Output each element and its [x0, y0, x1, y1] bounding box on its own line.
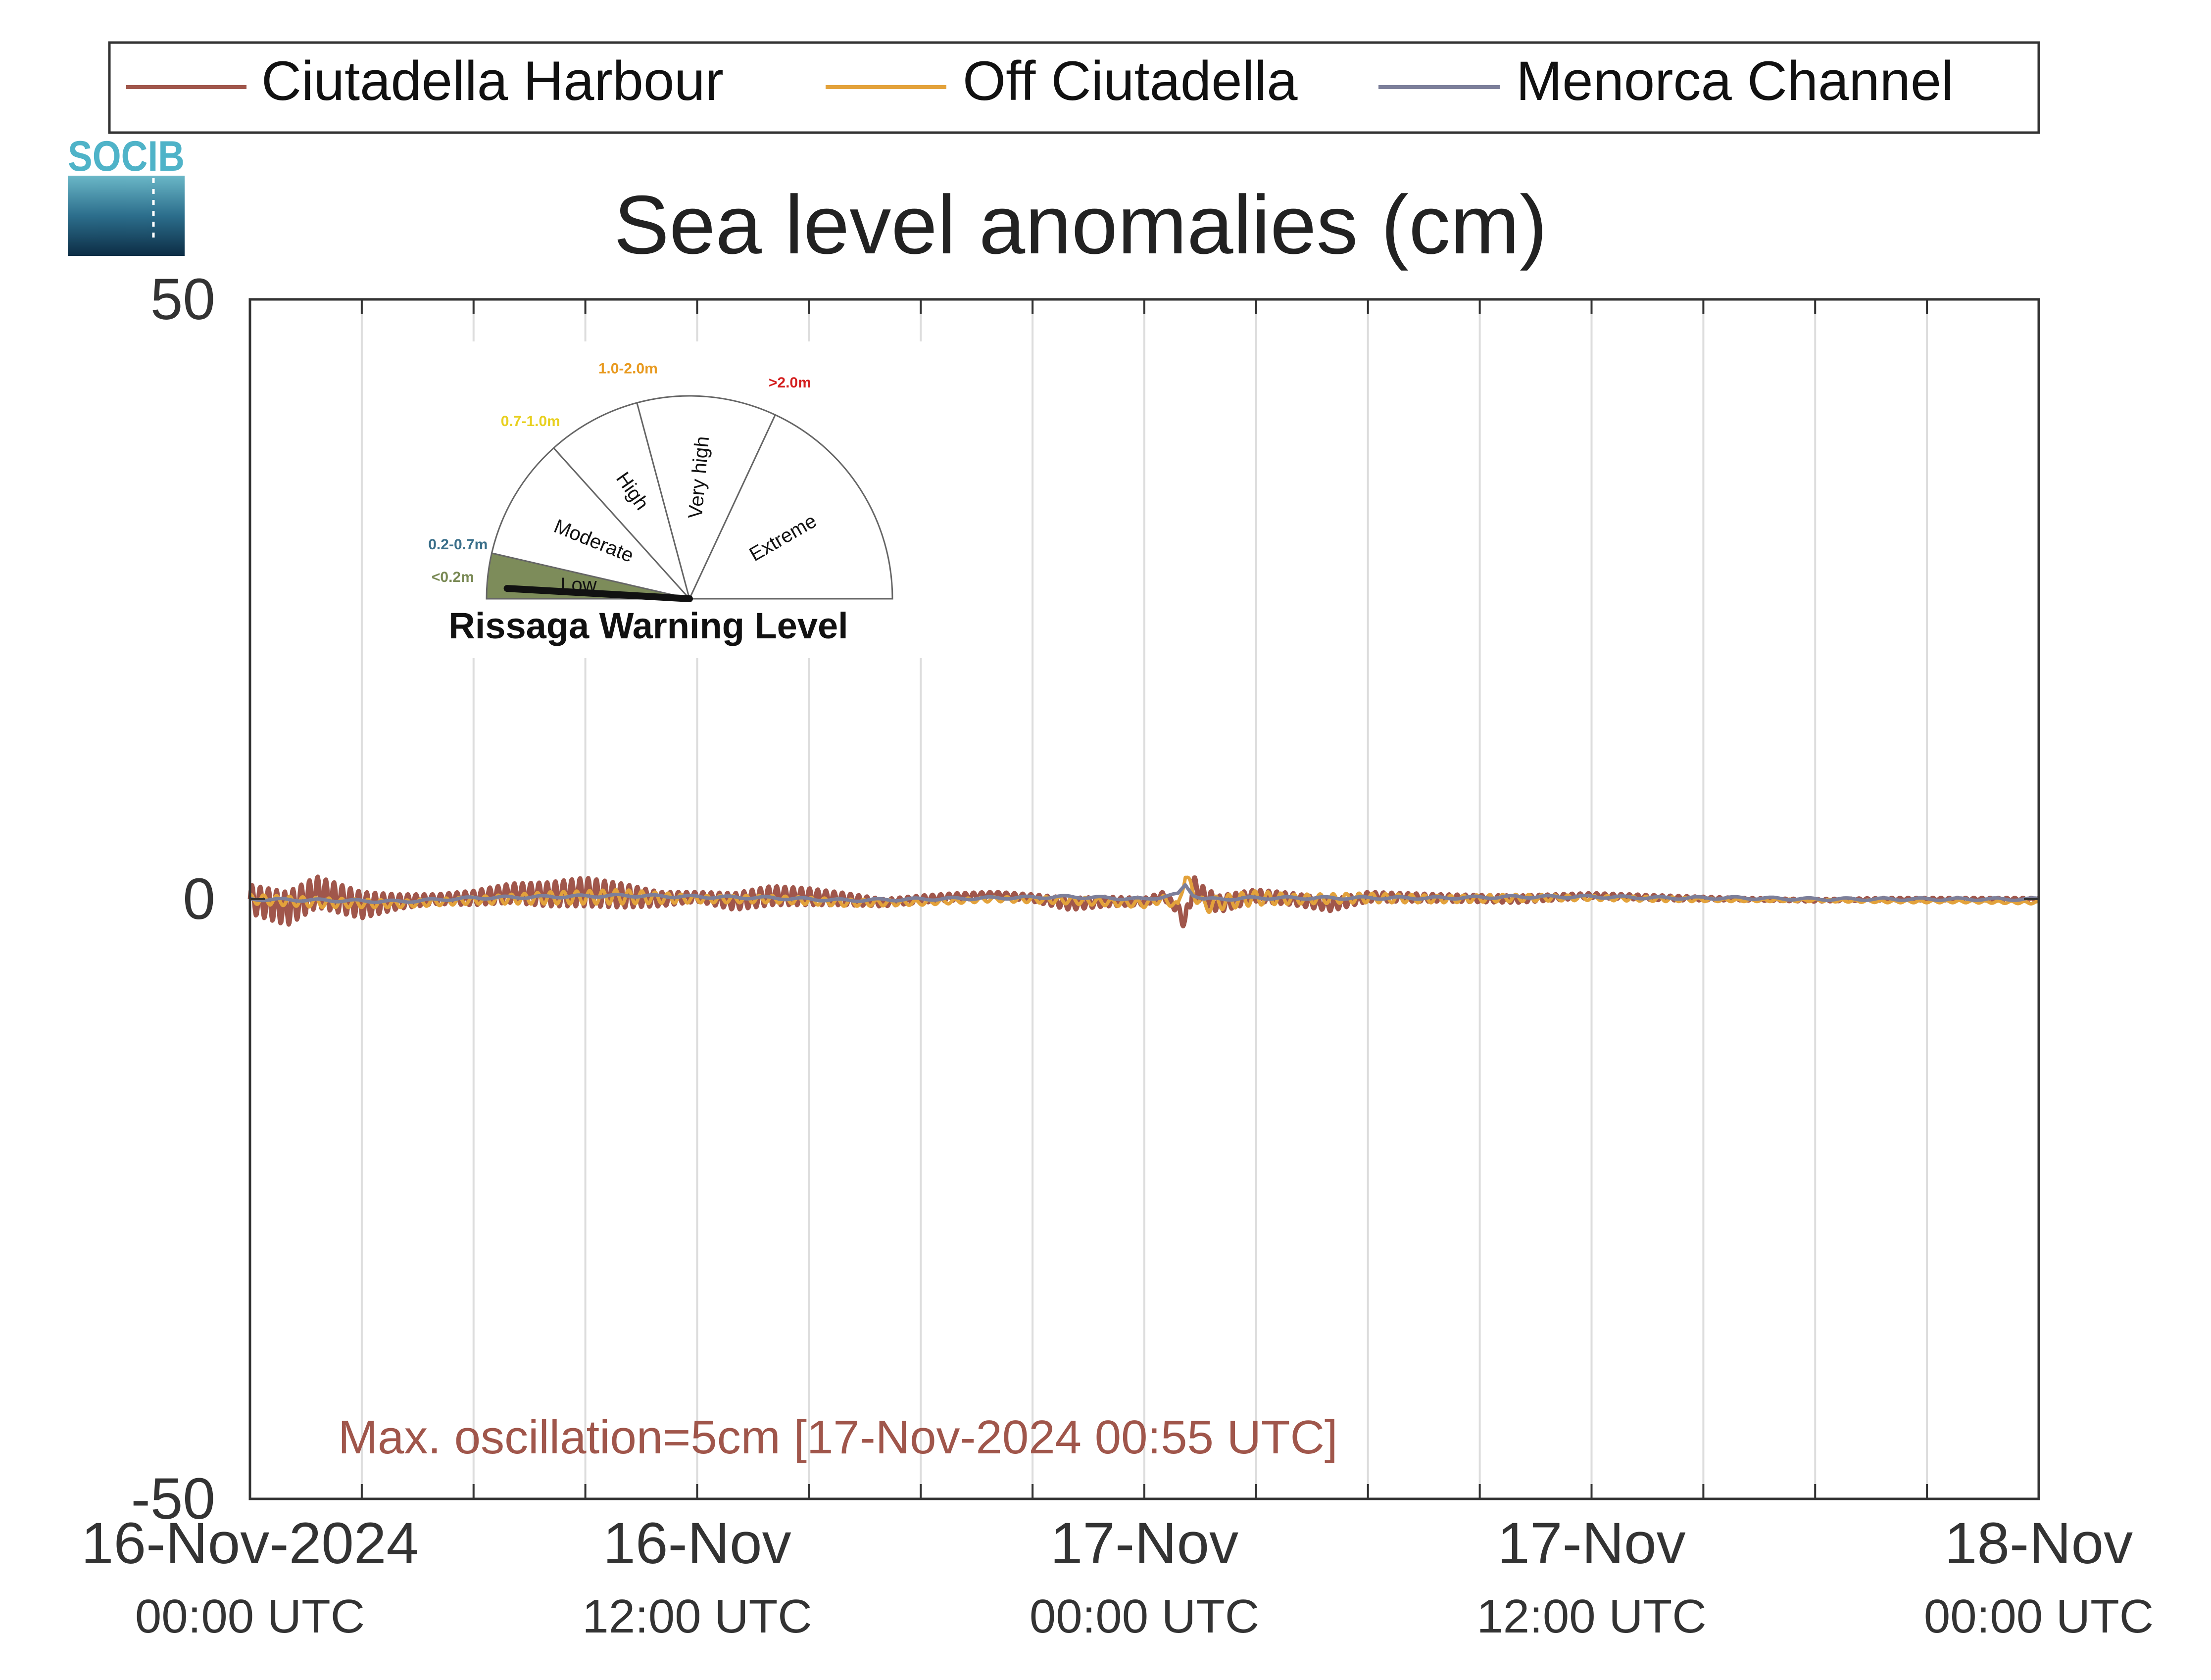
legend-label-ciutadella-harbour: Ciutadella Harbour [261, 50, 724, 112]
y-tick-label: -50 [131, 1466, 215, 1532]
x-tick-label-date: 17-Nov [1050, 1511, 1238, 1576]
max-oscillation-annotation: Max. oscillation=5cm [17-Nov-2024 00:55 … [338, 1411, 1338, 1464]
socib-logo-text: SOCIB [68, 133, 185, 180]
y-tick-label: 50 [150, 267, 215, 332]
socib-logo-wave-icon [68, 176, 185, 256]
x-axis-tick-labels: 16-Nov-2024 00:00 UTC 16-Nov 12:00 UTC 17-No… [81, 1511, 2154, 1643]
x-tick-label-date: 18-Nov [1945, 1511, 2133, 1576]
series-layer [247, 874, 2040, 929]
legend-label-off-ciutadella: Off Ciutadella [963, 50, 1298, 112]
y-axis-tick-labels: 50 0 -50 [131, 267, 215, 1532]
x-tick-label-time: 12:00 UTC [582, 1590, 812, 1643]
gauge-sector-high [552, 402, 690, 600]
gauge-range-label: >2.0m [769, 375, 811, 391]
gauge-range-label: 0.7-1.0m [501, 413, 560, 430]
x-tick-label-date: 16-Nov [603, 1511, 791, 1576]
gauge-range-label: 1.0-2.0m [598, 360, 658, 377]
series-line-menorca-channel [249, 883, 2040, 904]
rissaga-gauge: Low<0.2mModerate0.2-0.7mHigh0.7-1.0mVery… [396, 341, 926, 658]
legend: Ciutadella Harbour Off Ciutadella Menorc… [108, 41, 2040, 134]
gauge-sectors [486, 395, 893, 601]
gauge-needle-icon [503, 585, 693, 602]
legend-frame [108, 41, 2040, 134]
gauge-sector-very-high [636, 395, 777, 601]
gauge-range-label: 0.2-0.7m [428, 536, 488, 553]
x-tick-label-time: 00:00 UTC [1030, 1590, 1259, 1643]
legend-label-menorca-channel: Menorca Channel [1516, 50, 1954, 112]
gauge-range-label: <0.2m [432, 569, 474, 585]
x-tick-label-time: 00:00 UTC [1924, 1590, 2154, 1643]
socib-logo: SOCIB [68, 133, 185, 256]
x-tick-label-date: 17-Nov [1497, 1511, 1685, 1576]
tick-marks [249, 298, 2040, 1500]
gauge-sector-moderate [491, 447, 692, 600]
x-tick-label-time: 00:00 UTC [135, 1590, 365, 1643]
gauge-sector-extreme [688, 414, 893, 600]
gauge-title: Rissaga Warning Level [448, 605, 848, 646]
y-tick-label: 0 [183, 866, 215, 932]
x-tick-label-date: 16-Nov-2024 [81, 1511, 419, 1576]
x-tick-label-time: 12:00 UTC [1476, 1590, 1706, 1643]
chart-title: Sea level anomalies (cm) [614, 178, 1547, 271]
